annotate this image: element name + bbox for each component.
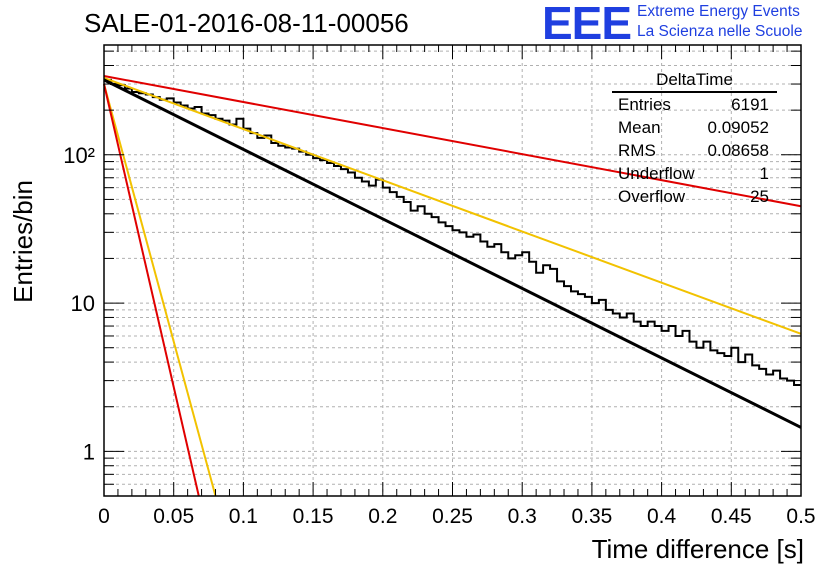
y-tick-label: 1 (83, 439, 95, 464)
stats-label: Entries (618, 95, 671, 114)
logo-line-2: La Scienza nelle Scuole (637, 23, 803, 40)
stats-row-underflow: Underflow 1 (612, 162, 777, 185)
stats-row-entries: Entries 6191 (612, 93, 777, 116)
x-tick-label: 0.25 (432, 505, 473, 528)
fit-line-black (103, 78, 802, 429)
logo-line-1: Extreme Energy Events (637, 3, 800, 20)
x-tick-label: 0.35 (571, 505, 612, 528)
stats-label: Underflow (618, 164, 695, 183)
fit-line-red-slow (103, 74, 802, 208)
stats-row-mean: Mean 0.09052 (612, 116, 777, 139)
x-tick-label: 0.15 (293, 505, 334, 528)
stats-row-overflow: Overflow 25 (612, 185, 777, 208)
chart-title: SALE-01-2016-08-11-00056 (84, 8, 409, 38)
x-axis-label: Time difference [s] (591, 534, 804, 564)
x-tick-label: 0.05 (153, 505, 194, 528)
y-axis-label: Entries/bin (8, 180, 38, 303)
stats-value: 25 (750, 187, 769, 206)
x-tick-label: 0.1 (229, 505, 258, 528)
x-tick-label: 0.4 (647, 505, 677, 528)
stats-label: Overflow (618, 187, 686, 206)
stats-row-rms: RMS 0.08658 (612, 139, 777, 162)
stats-value: 0.08658 (707, 141, 769, 160)
x-tick-label: 0.5 (786, 505, 815, 528)
x-tick-label: 0.45 (711, 505, 752, 528)
x-tick-label: 0.3 (508, 505, 537, 528)
eee-logo: EEE (542, 0, 632, 49)
stats-value: 6191 (731, 95, 769, 114)
y-tick-label: 10 (71, 291, 95, 316)
fit-line-yellow-fast (103, 83, 217, 497)
stats-label: Mean (618, 118, 661, 137)
stats-value: 0.09052 (707, 118, 769, 137)
x-tick-label: 0.2 (368, 505, 397, 528)
stats-label: RMS (618, 141, 656, 160)
y-tick-label: 10² (63, 143, 95, 168)
fit-line-yellow-slow (103, 76, 802, 335)
fit-line-red-fast (103, 83, 200, 497)
x-tick-label: 0 (98, 505, 110, 528)
stats-box: DeltaTime Entries 6191 Mean 0.09052 RMS … (612, 70, 777, 208)
stats-value: 1 (759, 164, 769, 183)
stats-title: DeltaTime (612, 70, 777, 93)
histogram-bars (104, 78, 801, 387)
